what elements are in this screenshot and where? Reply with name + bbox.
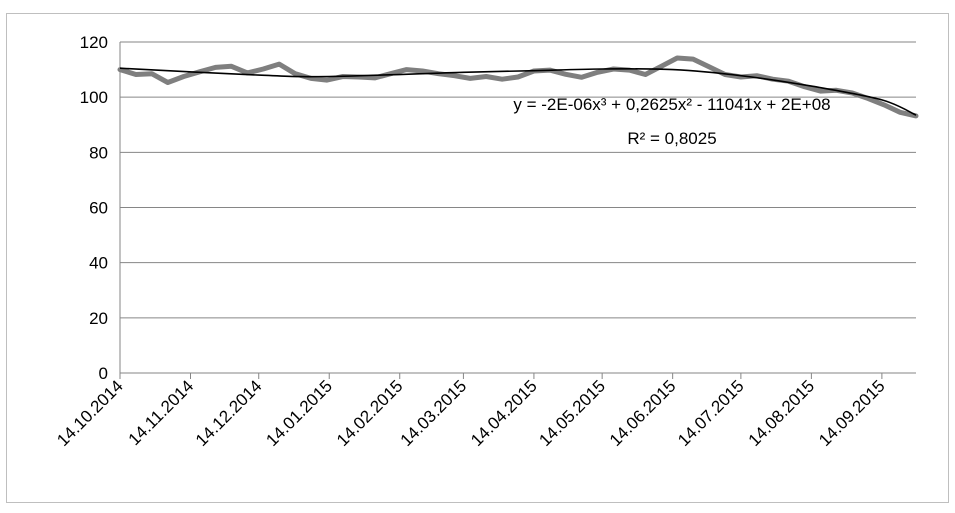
trendline-curve — [119, 67, 917, 116]
y-tick-label: 100 — [80, 88, 108, 107]
trendline-r-squared: R² = 0,8025 — [627, 129, 716, 148]
chart-border — [6, 13, 949, 503]
y-tick-label: 0 — [99, 364, 108, 383]
trendline-equation: y = -2E-06x³ + 0,2625x² - 11041x + 2E+08 — [513, 95, 830, 114]
trendline-layer — [119, 67, 917, 116]
y-tick-label: 120 — [80, 33, 108, 52]
series-layer — [117, 55, 919, 119]
y-tick-label: 40 — [89, 254, 108, 273]
y-tick-label: 80 — [89, 143, 108, 162]
y-tick-label: 20 — [89, 309, 108, 328]
gridlines — [120, 41, 916, 319]
data-series-line — [117, 55, 919, 119]
axes — [119, 42, 916, 379]
y-tick-label: 60 — [89, 199, 108, 218]
